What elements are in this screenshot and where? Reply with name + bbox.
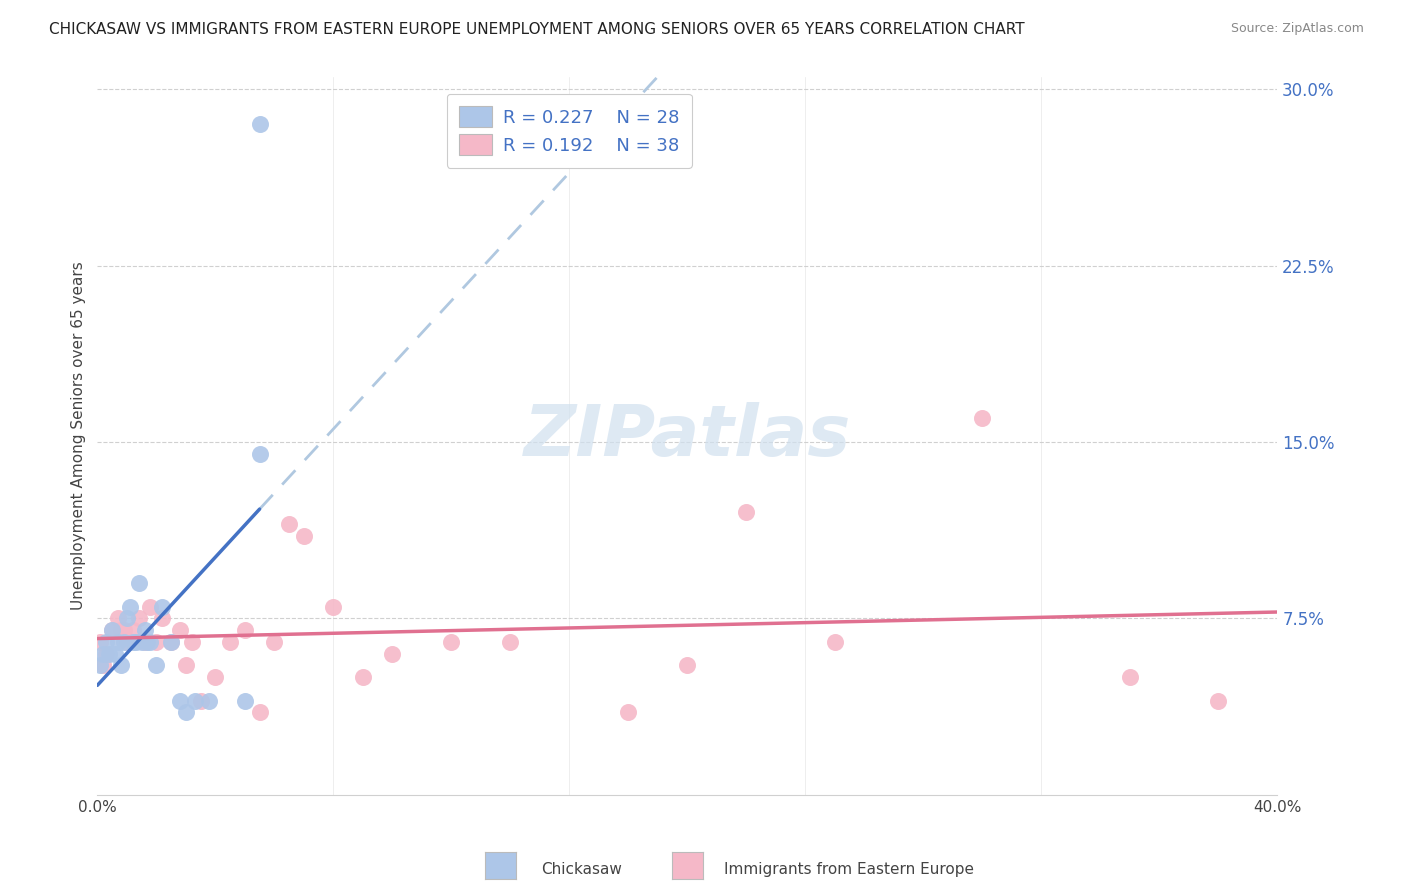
Point — [101, 623, 124, 637]
Legend: R = 0.227    N = 28, R = 0.192    N = 38: R = 0.227 N = 28, R = 0.192 N = 38 — [447, 94, 692, 168]
Point — [112, 623, 135, 637]
Point — [96, 635, 118, 649]
Point — [249, 447, 271, 461]
Text: Immigrants from Eastern Europe: Immigrants from Eastern Europe — [724, 863, 974, 877]
Point — [183, 693, 205, 707]
Point — [91, 647, 114, 661]
Point — [139, 599, 162, 614]
Point — [499, 635, 522, 649]
Point — [249, 706, 271, 720]
Point — [91, 658, 114, 673]
Point — [128, 611, 150, 625]
Point — [1119, 670, 1142, 684]
Point — [292, 529, 315, 543]
Point — [169, 693, 191, 707]
Text: ZIPatlas: ZIPatlas — [523, 401, 851, 471]
Point — [104, 647, 127, 661]
Point — [128, 576, 150, 591]
Point — [107, 611, 129, 625]
Point — [160, 635, 183, 649]
Point — [174, 658, 197, 673]
Point — [1206, 693, 1229, 707]
Point — [131, 635, 153, 649]
Point — [121, 635, 143, 649]
Point — [160, 635, 183, 649]
Point — [98, 647, 121, 661]
Point — [125, 635, 148, 649]
Point — [440, 635, 463, 649]
Point — [89, 635, 111, 649]
Text: Chickasaw: Chickasaw — [541, 863, 623, 877]
Point — [169, 623, 191, 637]
Point — [180, 635, 202, 649]
Point — [676, 658, 699, 673]
Point — [89, 658, 111, 673]
Point — [145, 635, 167, 649]
Point — [150, 611, 173, 625]
Point — [233, 623, 256, 637]
Point — [136, 635, 159, 649]
Point — [322, 599, 344, 614]
Point — [134, 623, 156, 637]
Point — [219, 635, 242, 649]
Point — [190, 693, 212, 707]
Point — [118, 599, 141, 614]
Point — [972, 411, 994, 425]
Point — [107, 635, 129, 649]
Point — [735, 506, 758, 520]
Point — [352, 670, 374, 684]
Point — [174, 706, 197, 720]
Point — [263, 635, 285, 649]
Point — [110, 623, 132, 637]
Point — [198, 693, 221, 707]
Point — [150, 599, 173, 614]
Point — [115, 635, 138, 649]
Point — [381, 647, 404, 661]
Point — [101, 623, 124, 637]
Text: Source: ZipAtlas.com: Source: ZipAtlas.com — [1230, 22, 1364, 36]
Point — [121, 623, 143, 637]
Point — [96, 647, 118, 661]
Point — [278, 517, 301, 532]
Y-axis label: Unemployment Among Seniors over 65 years: Unemployment Among Seniors over 65 years — [72, 261, 86, 610]
Point — [112, 635, 135, 649]
Point — [139, 635, 162, 649]
Point — [249, 118, 271, 132]
Text: CHICKASAW VS IMMIGRANTS FROM EASTERN EUROPE UNEMPLOYMENT AMONG SENIORS OVER 65 Y: CHICKASAW VS IMMIGRANTS FROM EASTERN EUR… — [49, 22, 1025, 37]
Point — [233, 693, 256, 707]
Point — [617, 706, 640, 720]
Point — [145, 658, 167, 673]
Point — [115, 611, 138, 625]
Point — [204, 670, 226, 684]
Point — [110, 658, 132, 673]
Point — [134, 635, 156, 649]
Point — [824, 635, 846, 649]
